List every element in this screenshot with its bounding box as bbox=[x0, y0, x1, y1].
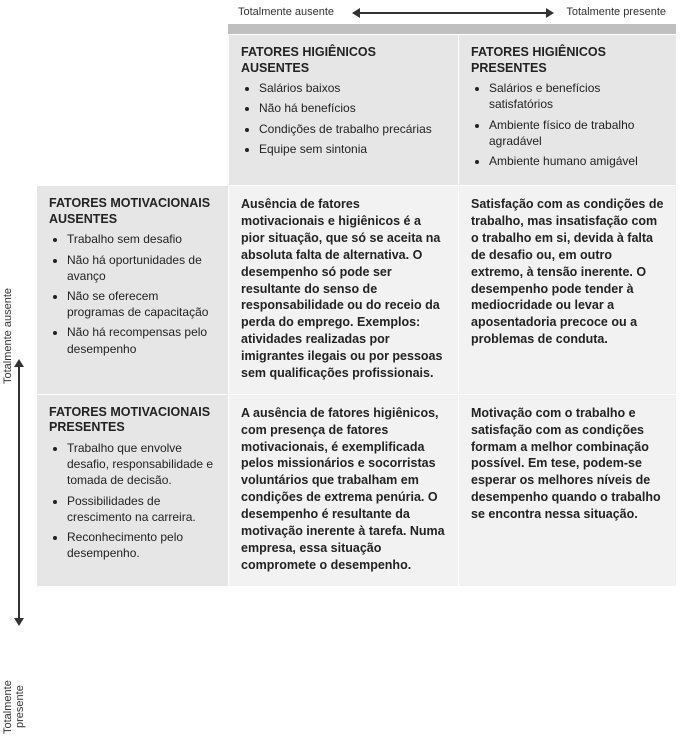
col-header-present: FATORES HIGIÊNICOS PRESENTES Salários e … bbox=[459, 35, 677, 186]
row-header-absent-item: Não se oferecem programas de capacitação bbox=[67, 288, 216, 320]
col-header-absent-item: Salários baixos bbox=[259, 80, 446, 96]
col-header-present-title: FATORES HIGIÊNICOS PRESENTES bbox=[471, 45, 664, 76]
top-scale-label-right: Totalmente presente bbox=[566, 6, 666, 18]
matrix-table: FATORES HIGIÊNICOS AUSENTES Salários bai… bbox=[36, 34, 677, 587]
cell-present-present-text: Motivação com o trabalho e satisfação co… bbox=[471, 405, 664, 523]
side-scale-arrow bbox=[18, 365, 20, 620]
row-header-absent-item: Não há oportunidades de avanço bbox=[67, 252, 216, 284]
top-scale-label-left: Totalmente ausente bbox=[238, 6, 334, 18]
side-scale-label-bottom: Totalmente presente bbox=[2, 660, 26, 754]
col-header-absent: FATORES HIGIÊNICOS AUSENTES Salários bai… bbox=[229, 35, 459, 186]
cell-absent-absent: Ausência de fatores motivacionais e higi… bbox=[229, 186, 459, 395]
row-header-absent-title: FATORES MOTIVACIONAIS AUSENTES bbox=[49, 196, 216, 227]
cell-present-present: Motivação com o trabalho e satisfação co… bbox=[459, 394, 677, 586]
row-header-present: FATORES MOTIVACIONAIS PRESENTES Trabalho… bbox=[37, 394, 229, 586]
col-header-absent-item: Não há benefícios bbox=[259, 100, 446, 116]
cell-present-absent: A ausência de fatores higiênicos, com pr… bbox=[229, 394, 459, 586]
side-scale-label-top: Totalmente ausente bbox=[2, 288, 14, 384]
cell-absent-present-text: Satisfação com as condições de trabalho,… bbox=[471, 196, 664, 348]
cell-absent-present: Satisfação com as condições de trabalho,… bbox=[459, 186, 677, 395]
row-header-absent-item: Não há recompensas pelo desempenho bbox=[67, 324, 216, 356]
cell-absent-absent-text: Ausência de fatores motivacionais e higi… bbox=[241, 196, 446, 382]
row-header-absent-item: Trabalho sem desafio bbox=[67, 231, 216, 247]
row-header-present-item: Reconhecimento pelo desempenho. bbox=[67, 529, 216, 561]
col-header-absent-title: FATORES HIGIÊNICOS AUSENTES bbox=[241, 45, 446, 76]
corner-blank bbox=[37, 35, 229, 186]
col-header-present-item: Salários e benefícios satisfatórios bbox=[489, 80, 664, 112]
col-header-present-item: Ambiente humano amigável bbox=[489, 153, 664, 169]
row-header-present-title: FATORES MOTIVACIONAIS PRESENTES bbox=[49, 405, 216, 436]
row-header-present-item: Possibilidades de crescimento na carreir… bbox=[67, 493, 216, 525]
row-header-present-item: Trabalho que envolve desafio, responsabi… bbox=[67, 440, 216, 489]
row-header-absent: FATORES MOTIVACIONAIS AUSENTES Trabalho … bbox=[37, 186, 229, 395]
col-header-absent-item: Equipe sem sintonia bbox=[259, 141, 446, 157]
cell-present-absent-text: A ausência de fatores higiênicos, com pr… bbox=[241, 405, 446, 574]
top-scale-arrow bbox=[358, 12, 548, 14]
top-bar bbox=[228, 24, 676, 34]
col-header-absent-item: Condições de trabalho precárias bbox=[259, 121, 446, 137]
col-header-present-item: Ambiente físico de trabalho agradável bbox=[489, 117, 664, 149]
figure-matrix: Totalmente ausente Totalmente presente T… bbox=[0, 0, 683, 754]
